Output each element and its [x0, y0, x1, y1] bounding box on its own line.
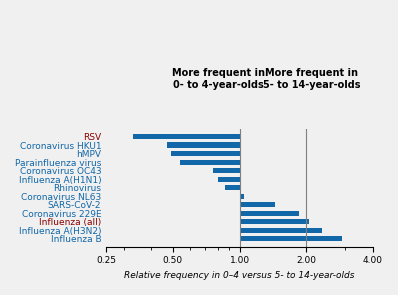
Bar — [240, 219, 309, 224]
Bar — [218, 177, 240, 182]
Bar — [133, 134, 240, 139]
Bar — [180, 160, 240, 165]
Bar — [240, 202, 275, 207]
X-axis label: Relative frequency in 0–4 versus 5- to 14-year-olds: Relative frequency in 0–4 versus 5- to 1… — [124, 271, 355, 280]
Bar — [240, 211, 299, 216]
Bar — [171, 151, 240, 156]
Bar — [240, 236, 342, 241]
Bar — [213, 168, 240, 173]
Bar — [225, 185, 240, 190]
Text: More frequent in
5- to 14-year-olds: More frequent in 5- to 14-year-olds — [263, 68, 361, 90]
Text: More frequent in
0- to 4-year-olds: More frequent in 0- to 4-year-olds — [172, 68, 265, 90]
Bar — [240, 228, 322, 233]
Bar — [167, 142, 240, 148]
Bar — [240, 194, 244, 199]
